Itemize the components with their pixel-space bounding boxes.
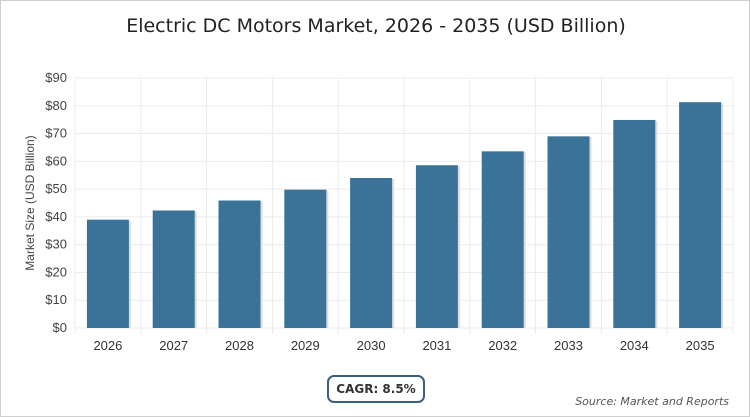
chart-title: Electric DC Motors Market, 2026 - 2035 (… [126,15,626,37]
x-tick-label: 2029 [291,338,320,353]
x-tick-label: 2035 [686,338,715,353]
bar-2026 [86,219,129,328]
y-tick-label: $80 [45,98,67,113]
x-tick-label: 2028 [225,338,254,353]
y-axis-label: Market Size (USD Billion) [23,135,37,270]
y-tick-label: $0 [53,320,67,335]
y-tick-label: $60 [45,153,67,168]
y-tick-label: $10 [45,292,67,307]
y-tick-label: $90 [45,70,67,85]
x-tick-label: 2030 [357,338,386,353]
bar-2027 [152,210,195,328]
bar-2033 [547,136,590,328]
y-tick-label: $20 [45,264,67,279]
y-tick-label: $70 [45,126,67,141]
bar-2030 [350,178,393,328]
y-tick-label: $30 [45,237,67,252]
bar-2029 [284,189,327,328]
x-tick-label: 2033 [554,338,583,353]
x-tick-label: 2034 [620,338,649,353]
bar-2028 [218,200,261,328]
y-tick-label: $50 [45,181,67,196]
bar-2035 [679,102,722,329]
bar-2031 [415,165,458,328]
source-note: Source: Market and Reports [575,395,729,408]
x-tick-label: 2031 [422,338,451,353]
bar-2032 [481,151,524,328]
x-tick-label: 2026 [93,338,122,353]
y-tick-label: $40 [45,209,67,224]
cagr-badge: CAGR: 8.5% [327,375,425,403]
x-tick-label: 2027 [159,338,188,353]
x-tick-label: 2032 [488,338,517,353]
bar-2034 [613,119,656,328]
